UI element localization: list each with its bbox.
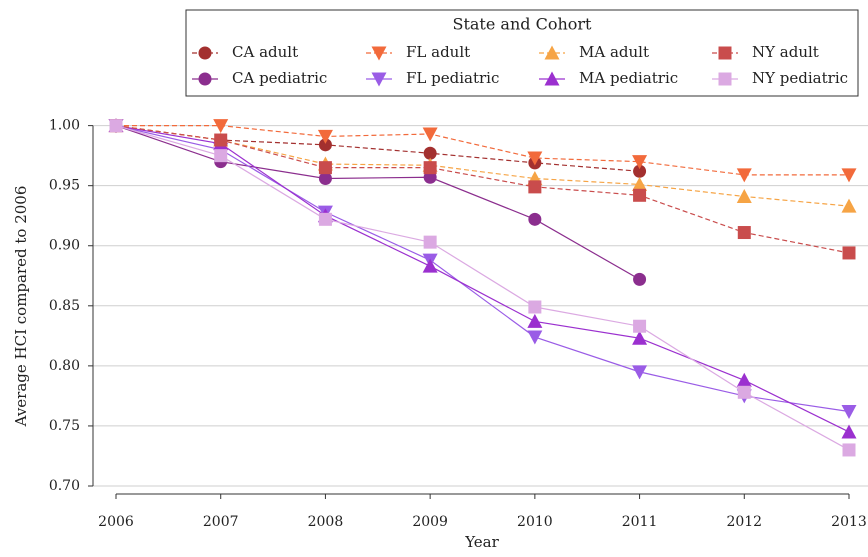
y-tick-label: 0.85 xyxy=(49,298,80,314)
series-line xyxy=(115,125,640,280)
legend-label: FL adult xyxy=(406,43,470,61)
x-tick-label: 2010 xyxy=(517,514,553,530)
marker xyxy=(633,272,647,286)
marker xyxy=(214,149,228,163)
legend-label: FL pediatric xyxy=(406,69,499,87)
y-tick-label: 0.70 xyxy=(49,478,80,494)
marker xyxy=(318,212,332,226)
legend-label: NY adult xyxy=(752,43,819,61)
x-tick-label: 2008 xyxy=(308,514,344,530)
legend-marker xyxy=(198,46,212,60)
legend-box xyxy=(185,9,859,97)
marker xyxy=(318,161,332,175)
marker xyxy=(632,155,648,170)
x-axis-label: Year xyxy=(464,533,499,551)
marker xyxy=(423,161,437,175)
y-tick-label: 0.75 xyxy=(49,418,80,434)
marker xyxy=(842,246,856,260)
marker xyxy=(528,300,542,314)
legend-marker xyxy=(371,72,387,87)
y-tick-label: 0.80 xyxy=(49,358,80,374)
y-tick-label: 0.90 xyxy=(49,238,80,254)
marker xyxy=(737,226,751,240)
x-tick-label: 2007 xyxy=(203,514,239,530)
marker xyxy=(841,424,857,439)
marker xyxy=(632,365,648,380)
marker xyxy=(318,138,332,152)
marker xyxy=(841,198,857,213)
y-tick-label: 0.95 xyxy=(49,178,80,194)
marker xyxy=(528,180,542,194)
marker xyxy=(736,168,752,183)
legend-marker xyxy=(544,45,560,60)
legend-label: MA adult xyxy=(579,43,649,61)
marker xyxy=(633,188,647,202)
marker xyxy=(633,319,647,333)
marker xyxy=(527,151,543,166)
legend-label: CA pediatric xyxy=(232,69,327,87)
marker xyxy=(841,405,857,420)
x-tick-label: 2013 xyxy=(831,514,867,530)
x-tick-label: 2006 xyxy=(98,514,134,530)
marker xyxy=(318,171,332,185)
marker xyxy=(737,385,751,399)
y-axis-label: Average HCI compared to 2006 xyxy=(12,186,30,428)
legend-label: NY pediatric xyxy=(752,69,848,87)
legend-marker xyxy=(198,72,212,86)
marker xyxy=(527,313,543,328)
legend-title: State and Cohort xyxy=(453,15,593,34)
marker xyxy=(214,133,228,147)
marker xyxy=(736,372,752,387)
x-tick-label: 2009 xyxy=(412,514,448,530)
marker xyxy=(423,235,437,249)
legend-label: MA pediatric xyxy=(579,69,678,87)
marker xyxy=(632,176,648,191)
marker xyxy=(317,129,333,144)
marker xyxy=(422,127,438,142)
series-line xyxy=(115,125,850,433)
x-tick-label: 2011 xyxy=(622,514,658,530)
legend-label: CA adult xyxy=(232,43,298,61)
marker xyxy=(109,119,123,133)
legend-marker xyxy=(718,46,732,60)
series-line xyxy=(115,125,850,413)
series-line xyxy=(116,125,849,176)
legend-marker xyxy=(371,46,387,61)
series-line xyxy=(115,125,850,451)
marker xyxy=(841,168,857,183)
marker xyxy=(842,443,856,457)
marker xyxy=(633,164,647,178)
legend-marker xyxy=(544,71,560,86)
marker xyxy=(632,330,648,345)
series-line xyxy=(115,125,850,254)
marker xyxy=(736,188,752,203)
marker xyxy=(423,146,437,160)
marker xyxy=(422,258,438,273)
legend-marker xyxy=(718,72,732,86)
x-tick-label: 2012 xyxy=(726,514,762,530)
marker xyxy=(213,119,229,134)
marker xyxy=(528,212,542,226)
marker xyxy=(527,330,543,345)
y-tick-label: 1.00 xyxy=(49,118,80,134)
